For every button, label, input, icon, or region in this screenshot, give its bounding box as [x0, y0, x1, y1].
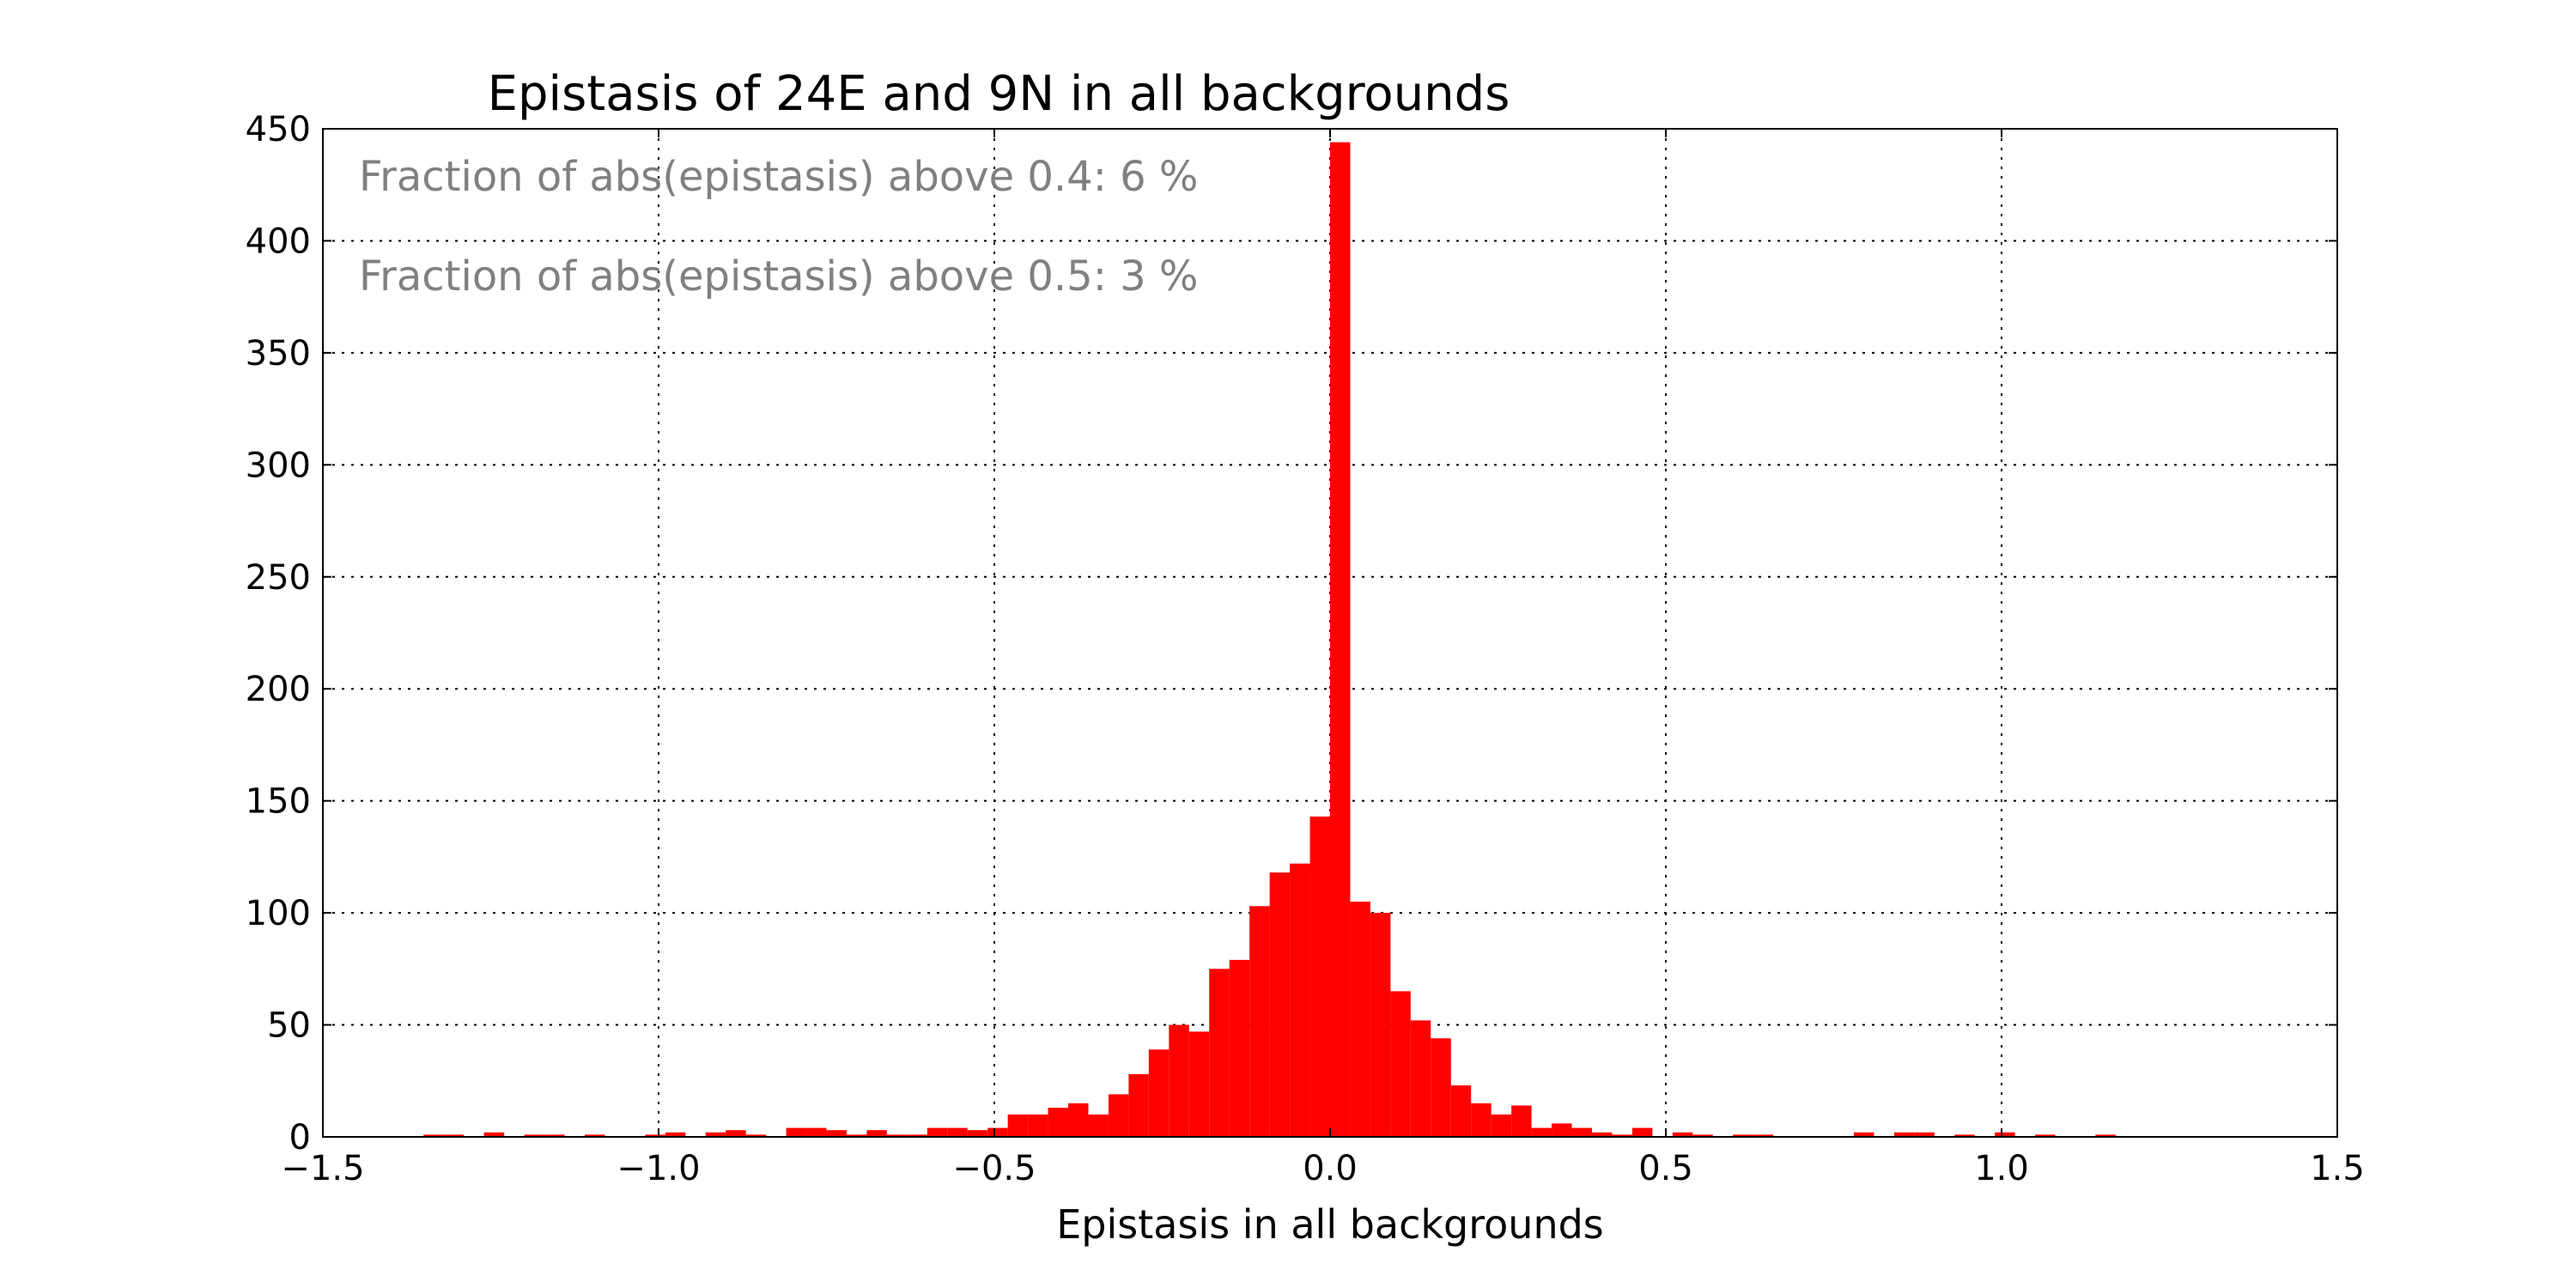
histogram-bar-29 [1148, 1049, 1170, 1137]
annotation-fraction-0-5: Fraction of abs(epistasis) above 0.5: 3 … [359, 252, 1199, 301]
histogram-bar-48 [1531, 1127, 1552, 1137]
chart-title: Epistasis of 24E and 9N in all backgroun… [488, 66, 1510, 122]
histogram-bar-24 [1048, 1108, 1069, 1137]
histogram-bar-36 [1290, 863, 1310, 1137]
histogram-bar-55 [1692, 1134, 1713, 1137]
histogram-bar-17 [907, 1134, 927, 1137]
histogram-bar-9 [726, 1130, 746, 1137]
y-tick-label-4: 200 [246, 670, 311, 709]
y-axis-ticks: 0 50 100 150 200 250 300 350 400 450 [246, 110, 2337, 1157]
histogram-bar-26 [1088, 1114, 1109, 1137]
histogram-bar-64 [2095, 1134, 2116, 1137]
histogram-bar-44 [1450, 1084, 1472, 1137]
histogram-bar-56 [1733, 1134, 1753, 1137]
histogram-bar-52 [1612, 1134, 1632, 1137]
bars [423, 142, 2116, 1138]
histogram-bar-31 [1188, 1031, 1210, 1137]
histogram-bar-14 [846, 1134, 867, 1137]
histogram-bar-19 [947, 1127, 968, 1137]
histogram-bar-40 [1370, 913, 1391, 1137]
y-tick-label-5: 250 [246, 558, 311, 598]
histogram-bar-7 [665, 1132, 686, 1137]
histogram-bar-2 [483, 1132, 505, 1137]
histogram-bar-62 [1995, 1132, 2015, 1137]
histogram-bar-49 [1552, 1123, 1572, 1137]
x-axis-ticks: −1.5 −1.0 −0.5 0.0 0.5 1.0 1.5 [281, 129, 2365, 1188]
histogram-bar-46 [1491, 1114, 1512, 1137]
x-tick-label-1: −1.0 [617, 1149, 700, 1188]
histogram-bar-54 [1672, 1132, 1693, 1137]
histogram-bar-59 [1893, 1132, 1915, 1137]
histogram-bar-34 [1249, 906, 1270, 1137]
histogram-bar-35 [1269, 872, 1291, 1137]
histogram-bar-16 [886, 1134, 908, 1137]
histogram-bar-3 [524, 1134, 545, 1137]
x-tick-label-5: 1.0 [1974, 1149, 2029, 1188]
x-tick-label-0: −1.5 [281, 1149, 364, 1188]
histogram-bar-30 [1169, 1024, 1189, 1137]
histogram-bar-38 [1330, 142, 1351, 1138]
y-tick-label-3: 150 [246, 782, 311, 822]
histogram-bar-25 [1068, 1103, 1089, 1137]
y-tick-label-7: 350 [246, 334, 311, 374]
y-tick-label-1: 50 [267, 1006, 311, 1046]
histogram-bar-39 [1350, 902, 1370, 1137]
histogram-bar-20 [967, 1130, 988, 1137]
histogram-bar-60 [1914, 1132, 1935, 1137]
histogram-bar-6 [645, 1134, 665, 1137]
histogram-bar-33 [1229, 959, 1250, 1137]
histogram-bar-1 [443, 1134, 465, 1137]
y-tick-label-9: 450 [246, 110, 311, 149]
histogram-bar-13 [826, 1130, 847, 1137]
y-tick-label-6: 300 [246, 446, 311, 485]
histogram-bar-21 [987, 1127, 1008, 1137]
x-tick-label-3: 0.0 [1303, 1149, 1358, 1188]
histogram-bar-41 [1390, 991, 1411, 1137]
histogram-bar-18 [927, 1127, 948, 1137]
histogram-bar-47 [1511, 1105, 1532, 1137]
x-tick-label-6: 1.5 [2310, 1149, 2365, 1188]
y-tick-label-0: 0 [289, 1118, 311, 1157]
histogram-bar-15 [866, 1130, 887, 1137]
histogram-bar-37 [1309, 816, 1330, 1137]
histogram-bar-23 [1028, 1114, 1048, 1137]
histogram-bar-57 [1753, 1134, 1774, 1137]
histogram-bar-27 [1108, 1094, 1129, 1137]
histogram-bar-32 [1209, 969, 1230, 1137]
histogram-bar-4 [544, 1134, 565, 1137]
histogram-bar-5 [584, 1134, 605, 1137]
x-tick-label-2: −0.5 [952, 1149, 1036, 1188]
x-axis-label: Epistasis in all backgrounds [1056, 1201, 1604, 1248]
histogram-bar-50 [1571, 1127, 1592, 1137]
histogram-bar-10 [745, 1134, 767, 1137]
histogram-bar-43 [1431, 1038, 1451, 1137]
histogram-bar-45 [1471, 1103, 1492, 1137]
y-tick-label-2: 100 [246, 894, 311, 933]
y-tick-label-8: 400 [246, 222, 311, 261]
histogram-bar-51 [1591, 1132, 1613, 1137]
histogram-bar-12 [806, 1127, 827, 1137]
histogram-bar-0 [423, 1134, 444, 1137]
x-tick-label-4: 0.5 [1638, 1149, 1693, 1188]
histogram-bar-11 [786, 1127, 807, 1137]
annotation-fraction-0-4: Fraction of abs(epistasis) above 0.4: 6 … [359, 153, 1199, 201]
histogram-bar-63 [2035, 1134, 2056, 1137]
histogram-bar-28 [1128, 1073, 1149, 1137]
histogram-bar-8 [705, 1132, 726, 1137]
histogram-bar-22 [1007, 1114, 1029, 1137]
histogram-bar-61 [1954, 1134, 1975, 1137]
histogram-bar-53 [1631, 1127, 1653, 1137]
histogram-bar-58 [1853, 1132, 1874, 1137]
histogram-bar-42 [1410, 1020, 1431, 1137]
